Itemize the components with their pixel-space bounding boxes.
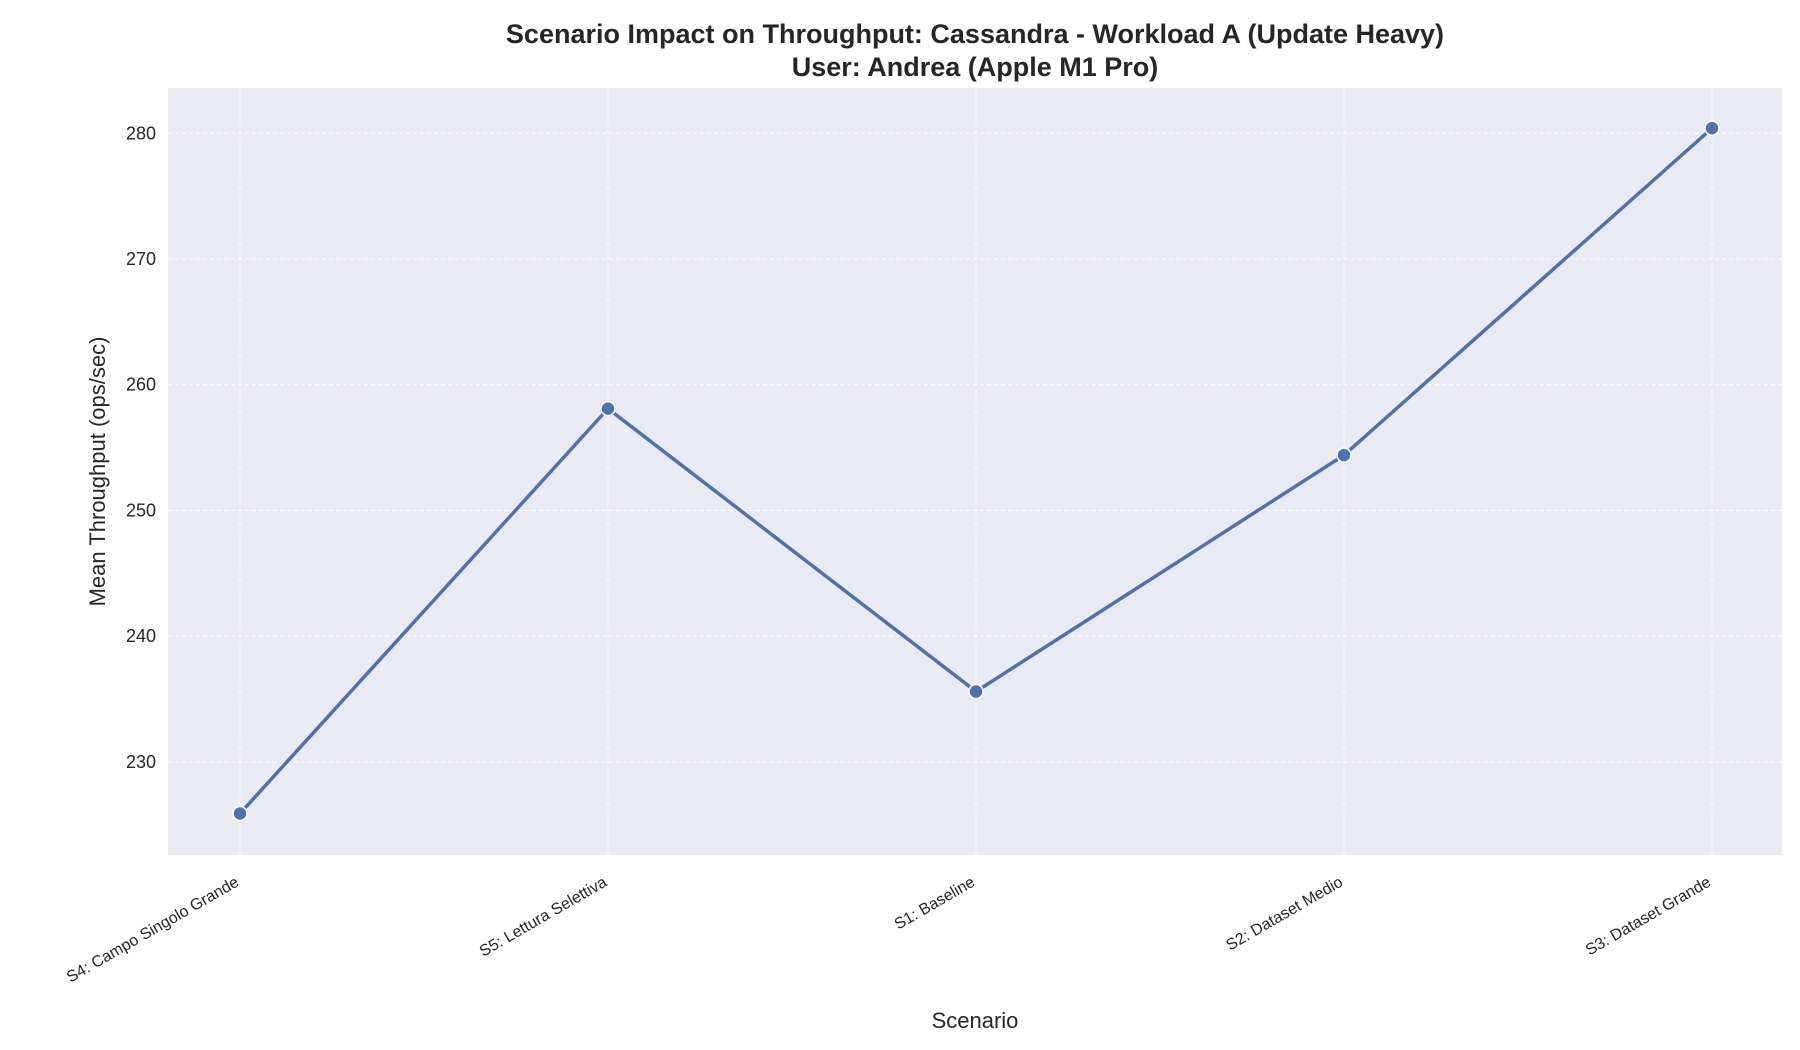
x-axis-ticks: S4: Campo Singolo Grande S5: Lettura Sele… [64,874,1714,987]
data-point [1704,120,1720,136]
y-tick-label: 270 [126,249,156,269]
y-tick-label: 280 [126,123,156,143]
chart-subtitle: User: Andrea (Apple M1 Pro) [792,52,1159,82]
chart-title: Scenario Impact on Throughput: Cassandra… [506,19,1444,49]
plot-area [168,88,1782,855]
x-axis-label: Scenario [932,1008,1019,1033]
grid [168,88,1782,855]
x-tick-label: S5: Lettura Selettiva [477,874,610,961]
y-axis-ticks: 230 240 250 260 270 280 [126,123,156,772]
y-tick-label: 250 [126,500,156,520]
y-axis-label: Mean Throughput (ops/sec) [85,337,110,607]
y-tick-label: 230 [126,752,156,772]
data-points [232,120,1720,822]
data-point [600,400,616,417]
y-tick-label: 260 [126,375,156,395]
data-point [1336,447,1352,463]
x-tick-label: S3: Dataset Grande [1583,874,1714,959]
x-tick-label: S4: Campo Singolo Grande [64,874,242,987]
data-point [968,683,984,700]
x-tick-label: S1: Baseline [892,874,978,934]
x-tick-label: S2: Dataset Medio [1224,874,1347,955]
data-point [232,805,248,822]
y-tick-label: 240 [126,626,156,646]
